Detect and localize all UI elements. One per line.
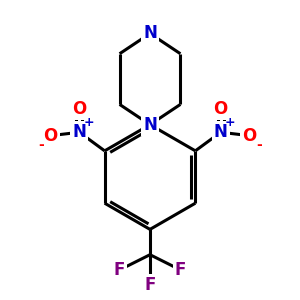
Text: N: N (214, 123, 228, 141)
Text: O: O (242, 127, 256, 145)
Text: O: O (72, 100, 86, 118)
Text: F: F (144, 276, 156, 294)
Text: -: - (38, 138, 44, 152)
Text: N: N (143, 25, 157, 43)
Text: N: N (72, 123, 86, 141)
Text: F: F (114, 261, 125, 279)
Text: +: + (83, 116, 94, 129)
Text: O: O (214, 100, 228, 118)
Text: N: N (143, 116, 157, 134)
Text: -: - (256, 138, 262, 152)
Text: O: O (44, 127, 58, 145)
Text: +: + (225, 116, 236, 129)
Text: F: F (175, 261, 186, 279)
